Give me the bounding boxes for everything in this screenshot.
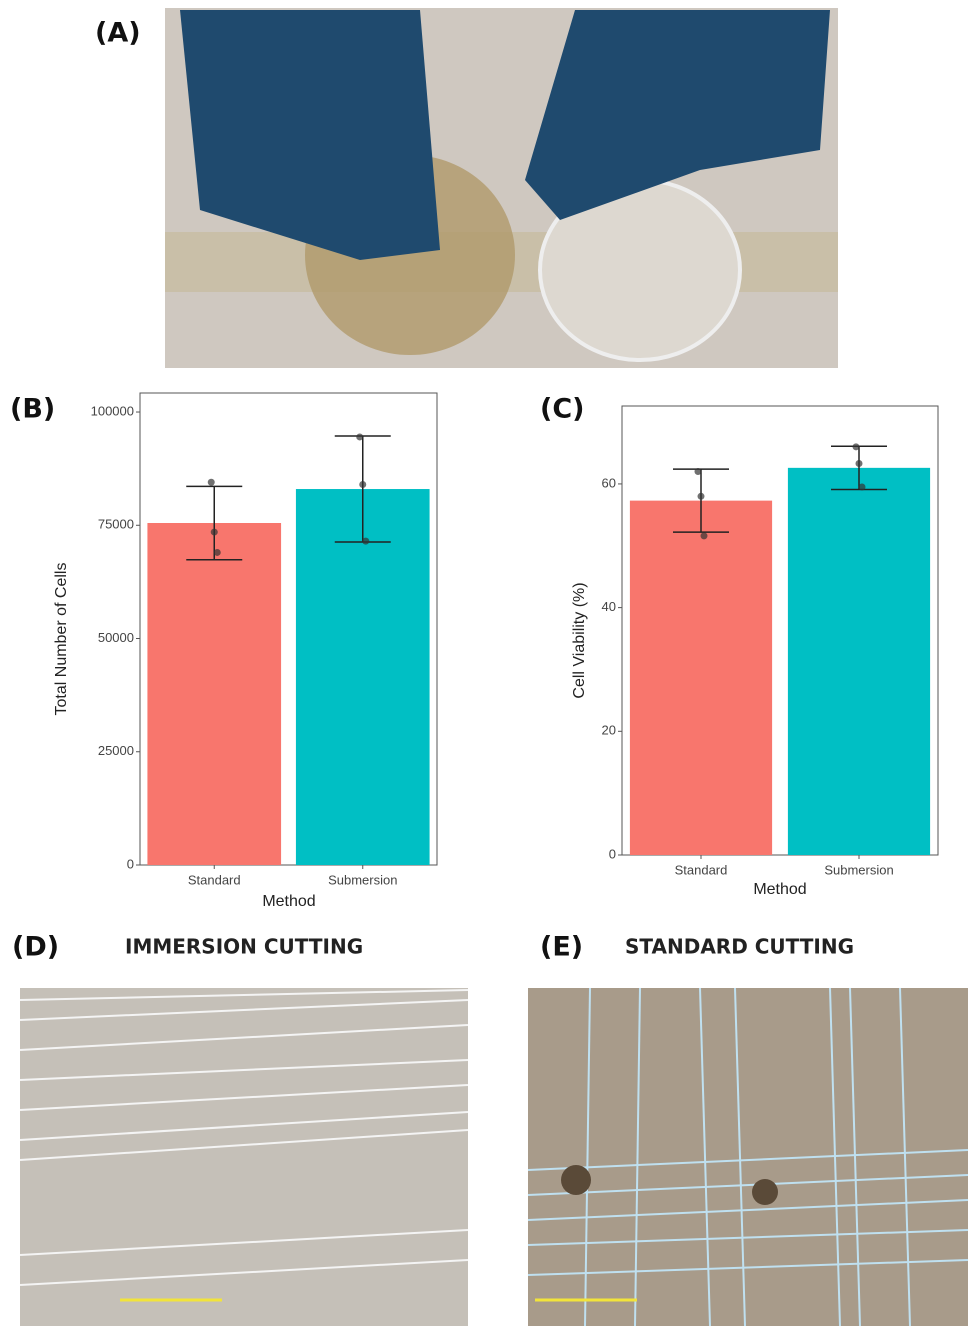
y-axis-title: Total Number of Cells	[53, 563, 70, 716]
data-point	[359, 481, 366, 488]
y-tick-label: 0	[127, 856, 134, 871]
bar	[630, 501, 772, 855]
y-axis-title: Cell Viability (%)	[571, 582, 588, 698]
panel-label: (D)	[12, 932, 59, 963]
data-point	[695, 468, 702, 475]
bar	[296, 489, 430, 865]
y-tick-label: 100000	[91, 403, 134, 418]
data-point	[211, 529, 218, 536]
panel-label: (C)	[540, 394, 585, 425]
data-point	[853, 443, 860, 450]
x-tick-label: Submersion	[824, 862, 893, 877]
data-point	[356, 433, 363, 440]
photo-a	[165, 8, 838, 368]
data-point	[701, 532, 708, 539]
y-tick-label: 25000	[98, 743, 134, 758]
x-tick-label: Standard	[188, 872, 241, 887]
y-tick-label: 75000	[98, 517, 134, 532]
data-point	[856, 460, 863, 467]
y-tick-label: 50000	[98, 630, 134, 645]
photo-d	[20, 988, 468, 1326]
x-tick-label: Standard	[675, 862, 728, 877]
data-point	[362, 538, 369, 545]
bar	[147, 523, 281, 865]
x-tick-label: Submersion	[328, 872, 397, 887]
data-point	[698, 493, 705, 500]
x-axis-title: Method	[262, 893, 315, 910]
panel-caption: IMMERSION CUTTING	[125, 935, 363, 959]
y-tick-label: 0	[609, 846, 616, 861]
panel-label: (B)	[10, 394, 55, 425]
photo-e	[528, 988, 968, 1326]
panel-label: (A)	[95, 18, 141, 49]
bar	[788, 468, 930, 855]
y-tick-label: 20	[602, 723, 616, 738]
data-point	[859, 484, 866, 491]
data-point	[214, 549, 221, 556]
panel-caption: STANDARD CUTTING	[625, 935, 854, 959]
x-axis-title: Method	[753, 881, 806, 898]
y-tick-label: 40	[602, 599, 616, 614]
figure: (A) (B) (C) (D) (E) IMMERSION CUTTING ST…	[0, 0, 968, 1326]
y-tick-label: 60	[602, 475, 616, 490]
data-point	[208, 479, 215, 486]
panel-label: (E)	[540, 932, 583, 963]
